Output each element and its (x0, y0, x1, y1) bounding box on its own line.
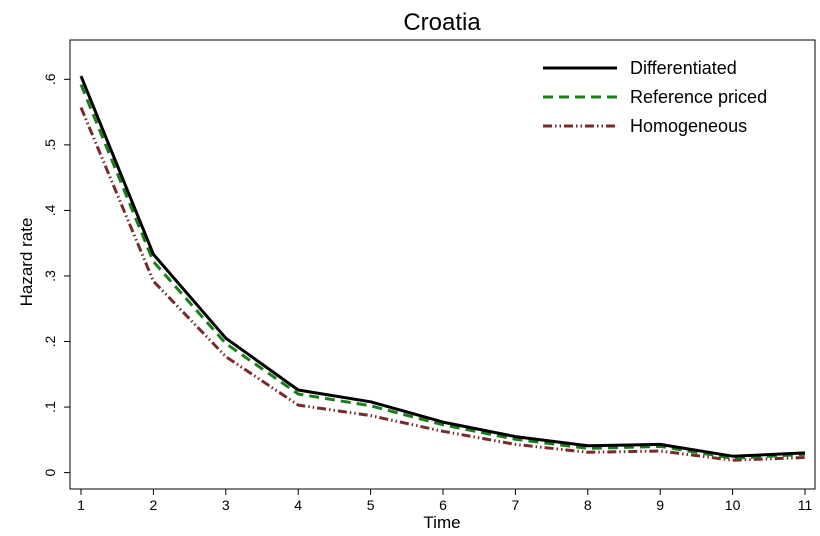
legend: Differentiated Reference priced Homogeneou… (543, 58, 767, 136)
y-tick-label: .6 (42, 73, 58, 85)
x-axis-title: Time (423, 513, 460, 532)
legend-label-homogeneous: Homogeneous (630, 116, 747, 136)
x-tick-label: 8 (584, 497, 592, 513)
x-tick-label: 5 (367, 497, 375, 513)
y-tick-label: .3 (42, 270, 58, 282)
series-line-reference-priced (79, 84, 806, 460)
x-tick-label: 1 (77, 497, 85, 513)
legend-label-reference-priced: Reference priced (630, 87, 767, 107)
axes: 1 2 3 4 5 6 7 8 9 10 11 0 .1 .2 .3 .4 .5 .6 (42, 73, 812, 513)
x-tick-label: 7 (512, 497, 520, 513)
x-tick-label: 10 (725, 497, 741, 513)
y-tick-label: .1 (42, 401, 58, 413)
x-tick-label: 3 (222, 497, 230, 513)
x-tick-label: 11 (798, 497, 813, 513)
y-tick-label: 0 (42, 469, 58, 477)
x-tick-label: 4 (294, 497, 302, 513)
y-tick-label: .2 (42, 335, 58, 347)
x-tick-label: 2 (150, 497, 158, 513)
x-tick-label: 6 (439, 497, 447, 513)
chart-title: Croatia (403, 9, 481, 36)
series-line-homogeneous (79, 106, 806, 462)
y-tick-label: .5 (42, 139, 58, 151)
y-axis-title: Hazard rate (17, 218, 36, 307)
series-line-differentiated (79, 75, 806, 458)
series-layer (79, 75, 806, 462)
x-tick-label: 9 (656, 497, 664, 513)
legend-label-differentiated: Differentiated (630, 58, 737, 78)
y-tick-label: .4 (42, 204, 58, 216)
